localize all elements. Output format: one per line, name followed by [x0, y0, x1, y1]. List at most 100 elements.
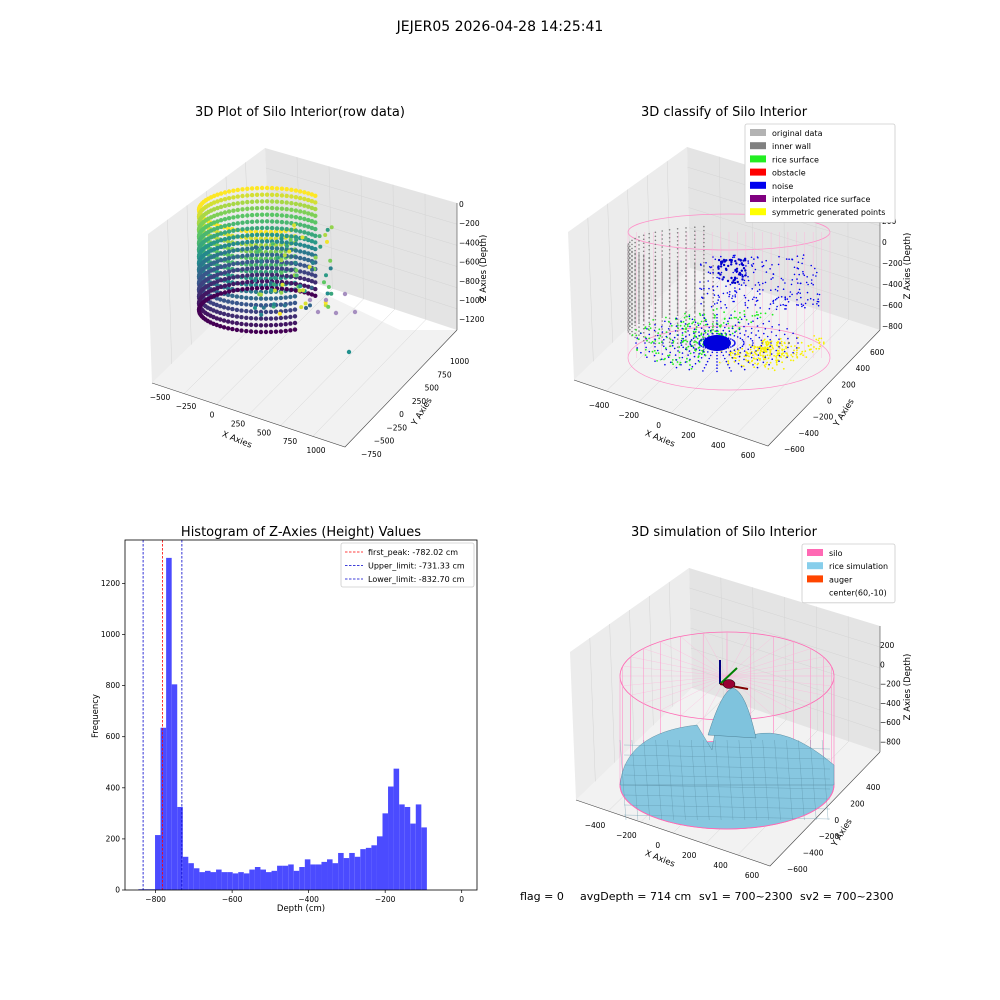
noise-point	[752, 342, 754, 344]
inner-wall-point	[654, 307, 657, 310]
raw-point	[249, 219, 255, 224]
inner-wall-point	[703, 324, 705, 327]
raw-point	[218, 310, 223, 316]
noise-point	[640, 332, 642, 335]
inner-wall-point	[642, 271, 645, 274]
symmetric-point	[793, 349, 795, 352]
rice-surface-point	[698, 312, 701, 315]
raw-point	[253, 278, 258, 283]
raw-point	[289, 207, 294, 212]
rice-surface-point	[735, 330, 738, 332]
rice-surface-point	[701, 349, 704, 352]
inner-wall-point	[661, 298, 663, 300]
raw-point	[313, 255, 318, 260]
noise-point	[779, 342, 781, 344]
raw-point	[289, 287, 294, 292]
inner-wall-point	[703, 297, 705, 300]
symmetric-point	[766, 361, 768, 364]
noise-point	[722, 276, 725, 279]
raw-point	[317, 234, 322, 239]
symmetric-point	[781, 344, 784, 347]
rice-surface-point	[682, 321, 685, 323]
inner-wall-point	[676, 255, 679, 258]
raw-point	[240, 187, 245, 192]
symmetric-point	[744, 358, 747, 361]
inner-wall-point	[629, 265, 631, 268]
noise-point	[688, 315, 691, 318]
inner-wall-point	[668, 341, 671, 344]
noise-point	[733, 300, 735, 303]
raw-point	[240, 220, 245, 225]
noise-point	[694, 362, 697, 365]
raw-point	[222, 217, 228, 222]
rice-surface-point	[738, 327, 741, 329]
noise-point	[800, 303, 803, 306]
raw-point	[259, 252, 265, 257]
noise-point	[774, 298, 777, 301]
classify-ztick: 0	[882, 238, 887, 247]
inner-wall-point	[631, 291, 633, 294]
raw-point	[309, 279, 315, 284]
symmetric-point	[782, 352, 785, 354]
rice-surface-point	[756, 313, 758, 316]
inner-wall-point	[703, 300, 705, 303]
raw-point	[245, 206, 250, 211]
raw-point	[263, 296, 269, 301]
raw-point	[297, 288, 302, 293]
raw-point	[302, 196, 307, 202]
noise-point	[733, 344, 735, 347]
inner-wall-point	[638, 244, 640, 246]
inner-wall-point	[676, 318, 679, 321]
legend-swatch	[750, 208, 766, 216]
raw-point	[215, 232, 220, 237]
legend-swatch	[750, 168, 766, 176]
inner-wall-point	[703, 245, 705, 248]
inner-wall-point	[648, 300, 650, 303]
inner-wall-point	[627, 295, 630, 297]
footer-sv2: sv2 = 700~2300	[800, 890, 894, 903]
classify-ytick: −200	[813, 413, 834, 422]
noise-point	[689, 342, 691, 344]
noise-point	[697, 360, 700, 362]
inner-wall-point	[703, 301, 705, 304]
noise-point	[815, 275, 817, 277]
rice-surface-point	[679, 324, 682, 327]
inner-wall-point	[627, 329, 629, 331]
noise-point	[723, 260, 726, 263]
noise-point	[718, 277, 720, 279]
inner-wall-point	[654, 267, 657, 270]
inner-wall-point	[694, 246, 696, 248]
histogram-bar	[177, 806, 183, 890]
noise-point	[747, 361, 750, 363]
rice-mesh-line	[786, 739, 793, 821]
inner-wall-point	[703, 272, 705, 275]
raw-point	[226, 216, 232, 221]
rice-surface-point	[695, 328, 698, 331]
legend-swatch	[750, 195, 766, 202]
noise-point	[695, 348, 698, 350]
noise-point	[759, 307, 761, 309]
histogram-bar	[349, 852, 355, 890]
raw-point	[302, 223, 307, 228]
inner-wall-point	[676, 270, 679, 273]
inner-wall-point	[634, 304, 636, 307]
noise-point	[703, 317, 706, 320]
inner-wall-point	[661, 272, 663, 274]
raw-point	[282, 253, 287, 258]
histogram-ytick-label: 0	[115, 886, 120, 895]
noise-point	[759, 293, 761, 295]
noise-point	[717, 299, 719, 301]
legend-label: original data	[772, 129, 823, 138]
symmetric-point	[731, 352, 734, 355]
inner-wall-point	[631, 251, 633, 254]
rice-surface-point	[690, 367, 693, 370]
noise-point	[789, 291, 792, 293]
raw-point	[254, 219, 260, 224]
noise-point	[757, 354, 760, 356]
inner-wall-point	[676, 280, 679, 282]
symmetric-point	[752, 357, 755, 360]
inner-wall-point	[703, 237, 705, 240]
raw-point	[313, 280, 318, 285]
histogram-bar	[221, 872, 228, 890]
